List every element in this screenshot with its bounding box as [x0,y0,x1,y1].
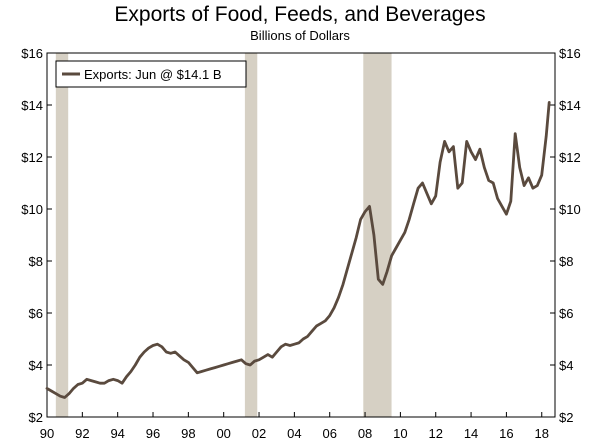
recession-bands [55,53,392,417]
x-tick-label: 92 [75,426,89,441]
x-tick-label: 98 [181,426,195,441]
recession-band [244,53,258,417]
chart-subtitle: Billions of Dollars [250,28,350,43]
axis-ticks: $2 $2 $4 $4 $6 $6 $8 $8 $10 $10 $12 $12 $14 $14 $16 $16… [21,46,580,441]
y-tick-label-left: $10 [21,202,43,217]
y-tick-label-left: $8 [29,254,43,269]
y-tick-label-left: $4 [29,358,43,373]
x-tick-label: 18 [535,426,549,441]
y-tick-label-right: $14 [559,98,581,113]
y-tick-label-left: $6 [29,306,43,321]
recession-band [55,53,69,417]
x-tick-label: 00 [216,426,230,441]
y-tick-label-left: $14 [21,98,43,113]
y-tick-label-right: $4 [559,358,573,373]
legend-label: Exports: Jun @ $14.1 B [84,67,222,82]
y-tick-label-right: $2 [559,410,573,425]
x-tick-label: 16 [499,426,513,441]
legend: Exports: Jun @ $14.1 B [55,60,247,88]
x-tick-label: 14 [464,426,478,441]
x-tick-label: 90 [40,426,54,441]
x-tick-label: 12 [428,426,442,441]
x-tick-label: 10 [393,426,407,441]
x-tick-label: 06 [322,426,336,441]
y-tick-label-left: $16 [21,46,43,61]
x-tick-label: 94 [110,426,124,441]
y-tick-label-right: $6 [559,306,573,321]
y-tick-label-right: $12 [559,150,581,165]
y-tick-label-right: $10 [559,202,581,217]
plot-area-frame [46,52,556,418]
chart-title: Exports of Food, Feeds, and Beverages [114,3,486,26]
x-tick-label: 02 [252,426,266,441]
x-tick-label: 04 [287,426,301,441]
exports-series-line [45,101,551,399]
x-tick-label: 08 [358,426,372,441]
recession-band [363,53,392,417]
y-tick-label-right: $16 [559,46,581,61]
y-tick-label-left: $12 [21,150,43,165]
legend-box [55,60,247,88]
x-tick-label: 96 [146,426,160,441]
y-tick-label-left: $2 [29,410,43,425]
y-tick-label-right: $8 [559,254,573,269]
